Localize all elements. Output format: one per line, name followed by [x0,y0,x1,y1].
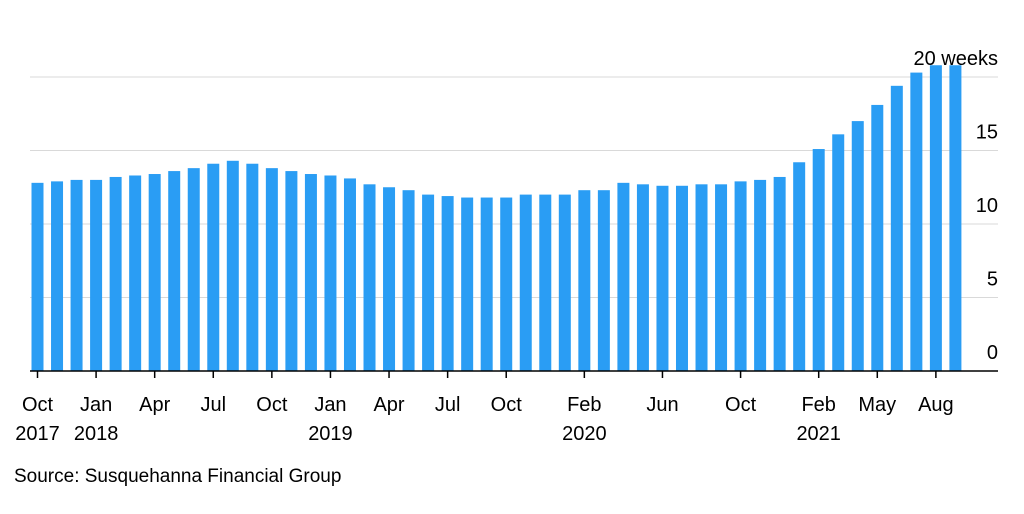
bar [949,65,962,372]
x-tick-label: Oct [725,394,757,416]
y-tick-label: 10 [976,195,998,217]
x-tick-year-label: 2017 [15,423,60,445]
bar [910,72,923,371]
bar [383,187,396,371]
bar [31,182,44,371]
bar [832,134,845,371]
bar-chart: 0 5 10 15 20 weeks Oct 2017 Jan 2018 Apr Jul Oct Ja… [15,48,999,445]
bar [617,182,630,371]
bar [422,194,435,371]
bar [51,181,64,371]
bar [597,190,610,371]
bar [578,190,591,371]
y-unit-label: 20 weeks [914,48,999,70]
y-tick-label: 0 [987,342,998,364]
bar [70,179,83,371]
y-axis-tick-labels: 0 5 10 15 20 weeks [914,48,999,364]
bar [675,185,688,371]
bar [929,65,942,372]
bar [754,179,767,371]
bar [324,175,337,371]
bar [246,163,259,371]
bar [539,194,552,371]
x-tick-year-label: 2021 [796,423,841,445]
bar [558,194,571,371]
bar [148,174,161,371]
x-tick-year-label: 2020 [562,423,607,445]
bar [304,174,317,371]
bar [363,184,376,371]
bar [461,197,474,371]
x-tick-label: Aug [918,394,954,416]
bar [851,121,864,371]
y-tick-label: 15 [976,122,998,144]
bar [871,104,884,372]
bar [265,168,278,371]
x-tick-label: Feb [801,394,835,416]
bar [519,194,532,371]
bar [207,163,220,371]
bar [187,168,200,371]
x-tick-label: Jul [200,394,226,416]
x-tick-label: Apr [139,394,170,416]
x-tick-label: Jan [80,394,112,416]
bar [793,162,806,371]
bar [109,176,122,371]
bar [812,149,825,371]
x-tick-label: May [858,394,896,416]
bar [636,184,649,371]
bar [226,160,239,371]
x-tick-label: Oct [22,394,54,416]
x-tick-label: Oct [491,394,523,416]
bar [734,181,747,371]
bar [343,178,356,371]
bars [31,65,962,372]
x-tick-label: Jul [435,394,461,416]
bar [285,171,298,371]
x-tick-year-label: 2019 [308,423,353,445]
bar [90,179,103,371]
x-tick-label: Jan [314,394,346,416]
bar [656,185,669,371]
bar [773,176,786,371]
x-tick-year-label: 2018 [74,423,119,445]
x-axis: Oct 2017 Jan 2018 Apr Jul Oct Jan 2019 Apr Jul Oct F… [15,370,998,445]
bar [480,197,493,371]
bar [402,190,415,371]
bar [890,85,903,371]
y-tick-label: 5 [987,269,998,291]
bar [695,184,708,371]
source-note: Source: Susquehanna Financial Group [14,466,342,487]
x-tick-label: Feb [567,394,601,416]
bar [168,171,181,371]
bar [500,197,513,371]
x-tick-label: Oct [256,394,288,416]
bar [129,175,142,371]
x-tick-label: Jun [646,394,678,416]
bar [441,196,454,371]
bar [715,184,728,371]
x-tick-label: Apr [373,394,404,416]
